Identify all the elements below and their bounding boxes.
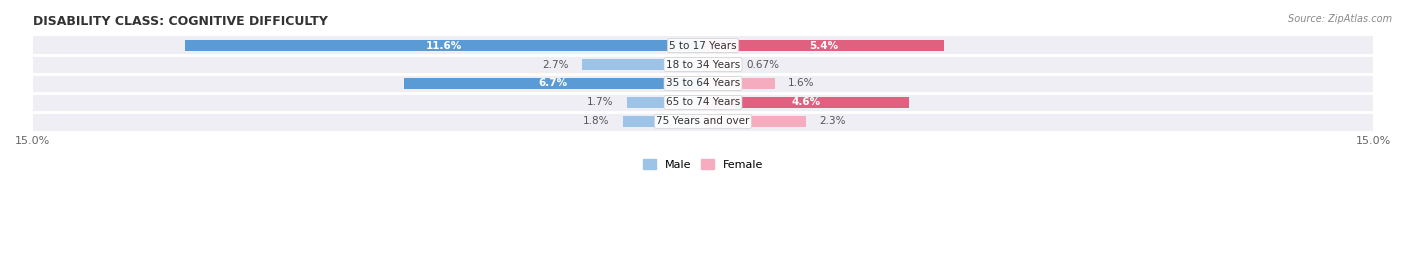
Text: 2.7%: 2.7% [543,59,569,70]
Text: 6.7%: 6.7% [538,79,568,89]
Bar [623,116,703,127]
Text: 2.3%: 2.3% [820,116,845,126]
Bar [703,40,945,51]
Text: 5.4%: 5.4% [808,40,838,50]
Text: 18 to 34 Years: 18 to 34 Years [666,59,740,70]
Bar [703,97,908,108]
Text: DISABILITY CLASS: COGNITIVE DIFFICULTY: DISABILITY CLASS: COGNITIVE DIFFICULTY [32,15,328,28]
Text: 65 to 74 Years: 65 to 74 Years [666,97,740,107]
Text: Source: ZipAtlas.com: Source: ZipAtlas.com [1288,14,1392,23]
Bar [703,78,775,89]
Bar [404,78,703,89]
Bar [184,40,703,51]
Bar [32,112,1374,131]
Bar [32,74,1374,93]
Bar [703,59,733,70]
Text: 11.6%: 11.6% [426,40,463,50]
Bar [582,59,703,70]
Text: 1.7%: 1.7% [588,97,613,107]
Text: 35 to 64 Years: 35 to 64 Years [666,79,740,89]
Bar [32,55,1374,74]
Text: 0.67%: 0.67% [747,59,779,70]
Legend: Male, Female: Male, Female [638,155,768,174]
Bar [32,36,1374,55]
Text: 5 to 17 Years: 5 to 17 Years [669,40,737,50]
Text: 1.8%: 1.8% [582,116,609,126]
Bar [32,93,1374,112]
Text: 1.6%: 1.6% [787,79,814,89]
Bar [703,116,806,127]
Text: 75 Years and over: 75 Years and over [657,116,749,126]
Text: 4.6%: 4.6% [792,97,820,107]
Bar [627,97,703,108]
